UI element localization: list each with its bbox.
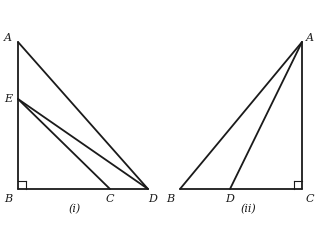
- Text: C: C: [106, 194, 114, 204]
- Text: B: B: [4, 194, 12, 204]
- Text: A: A: [4, 33, 12, 43]
- Text: D: D: [148, 194, 157, 204]
- Text: (ii): (ii): [240, 204, 256, 214]
- Text: D: D: [226, 194, 235, 204]
- Text: (i): (i): [69, 204, 81, 214]
- Text: C: C: [306, 194, 314, 204]
- Text: E: E: [4, 94, 12, 104]
- Text: A: A: [306, 33, 314, 43]
- Text: B: B: [166, 194, 174, 204]
